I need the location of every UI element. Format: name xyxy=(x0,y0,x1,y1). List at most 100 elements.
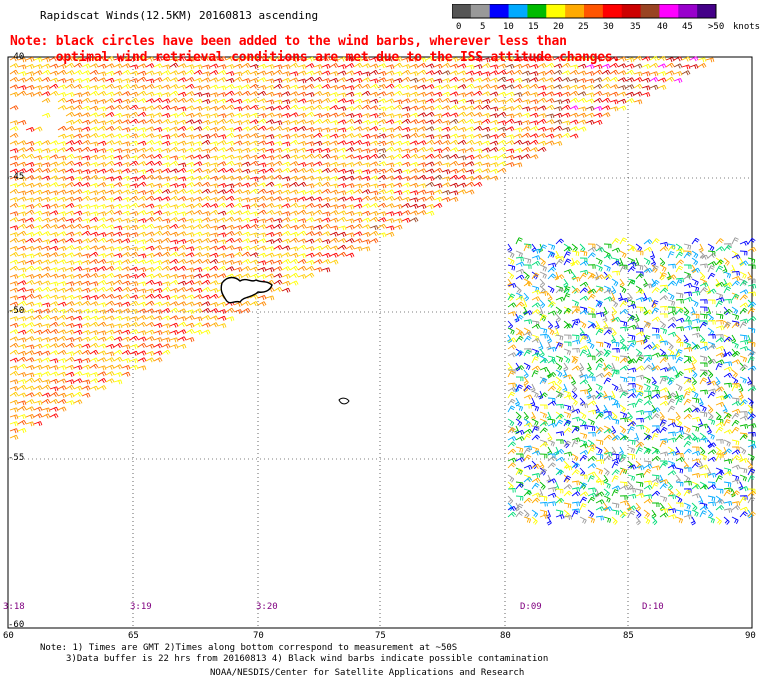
wind-barb xyxy=(555,296,565,302)
wind-barb xyxy=(297,230,307,236)
wind-barb xyxy=(137,90,147,96)
wind-barb xyxy=(345,126,355,132)
wind-barb xyxy=(739,399,748,406)
wind-barb xyxy=(249,133,259,139)
wind-barb xyxy=(329,77,339,83)
wind-barb xyxy=(193,308,203,314)
wind-barb xyxy=(41,168,51,174)
wind-barb xyxy=(89,141,99,147)
wind-barb xyxy=(401,189,411,195)
wind-barb xyxy=(433,84,443,91)
wind-barb xyxy=(545,69,555,75)
wind-barb xyxy=(675,516,684,524)
wind-barb xyxy=(531,289,541,295)
wind-barb xyxy=(369,105,379,111)
wind-barb xyxy=(715,300,724,308)
wind-barb xyxy=(571,243,578,252)
wind-barb xyxy=(297,98,307,104)
wind-barb xyxy=(337,231,347,237)
wind-barb xyxy=(81,146,91,152)
wind-barb xyxy=(25,126,35,133)
wind-barb xyxy=(747,247,757,253)
wind-barb xyxy=(531,473,541,478)
wind-barb xyxy=(257,203,267,209)
wind-barb xyxy=(515,429,525,435)
wind-barb xyxy=(209,218,219,224)
wind-barb xyxy=(627,279,636,287)
wind-barb xyxy=(153,322,163,328)
wind-barb xyxy=(409,98,419,104)
wind-barb xyxy=(289,71,299,77)
wind-barb xyxy=(281,147,291,153)
wind-barb xyxy=(699,299,708,304)
wind-barb xyxy=(441,62,451,69)
wind-barb xyxy=(185,210,195,216)
wind-barb xyxy=(89,105,99,111)
wind-barb xyxy=(233,260,243,266)
wind-barb xyxy=(57,133,67,139)
wind-barb xyxy=(547,285,555,294)
wind-barb xyxy=(217,113,227,119)
wind-barb xyxy=(121,350,131,356)
wind-barb xyxy=(49,148,59,154)
wind-barb xyxy=(489,113,499,119)
wind-barb xyxy=(603,377,612,385)
wind-barb xyxy=(161,323,171,329)
wind-barb xyxy=(699,446,706,456)
wind-barb xyxy=(65,98,75,104)
wind-barb xyxy=(105,323,115,329)
wind-barb xyxy=(683,274,693,280)
wind-barb xyxy=(481,175,491,181)
wind-barb xyxy=(185,337,195,343)
wind-barb xyxy=(153,147,163,153)
wind-barb xyxy=(81,230,91,236)
wind-barb xyxy=(121,119,131,125)
wind-barb xyxy=(561,70,571,76)
wind-barb xyxy=(129,224,139,231)
wind-barb xyxy=(673,63,683,69)
wind-barb xyxy=(698,460,704,470)
wind-barb xyxy=(465,111,475,117)
wind-barb xyxy=(505,106,515,112)
wind-barb xyxy=(49,365,59,371)
wind-barb xyxy=(547,346,557,352)
wind-barb xyxy=(289,133,299,139)
wind-barb xyxy=(457,162,467,168)
wind-barb xyxy=(577,112,587,118)
wind-barb xyxy=(129,91,139,97)
wind-barb xyxy=(539,495,548,502)
wind-barb xyxy=(217,224,227,230)
wind-barb xyxy=(433,57,443,63)
wind-barb xyxy=(675,481,684,487)
wind-barb xyxy=(25,153,35,160)
wind-barb xyxy=(273,196,283,202)
wind-barb xyxy=(651,393,661,399)
wind-barb xyxy=(611,509,620,516)
wind-barb xyxy=(329,127,339,133)
wind-barb xyxy=(747,301,757,308)
wind-barb xyxy=(530,411,536,421)
wind-barb xyxy=(563,246,573,252)
wind-barb xyxy=(507,495,514,505)
wind-barb xyxy=(273,189,283,195)
wind-barb xyxy=(505,63,515,69)
wind-barb xyxy=(9,120,19,126)
wind-barb xyxy=(563,484,573,490)
wind-barb xyxy=(697,63,707,69)
wind-barb xyxy=(433,98,443,104)
wind-barb xyxy=(593,56,603,62)
wind-barb xyxy=(273,160,283,166)
wind-barb xyxy=(489,155,499,161)
wind-barb xyxy=(531,463,541,469)
wind-barb xyxy=(747,307,756,315)
wind-barb xyxy=(691,237,700,245)
wind-barb xyxy=(201,174,211,181)
wind-barb xyxy=(81,112,91,118)
wind-barb xyxy=(457,168,467,174)
wind-barb xyxy=(611,418,620,425)
wind-barb xyxy=(97,245,107,251)
wind-barb xyxy=(353,92,363,98)
wind-barb xyxy=(707,299,716,305)
wind-barb xyxy=(353,211,363,217)
wind-barb xyxy=(25,56,35,62)
